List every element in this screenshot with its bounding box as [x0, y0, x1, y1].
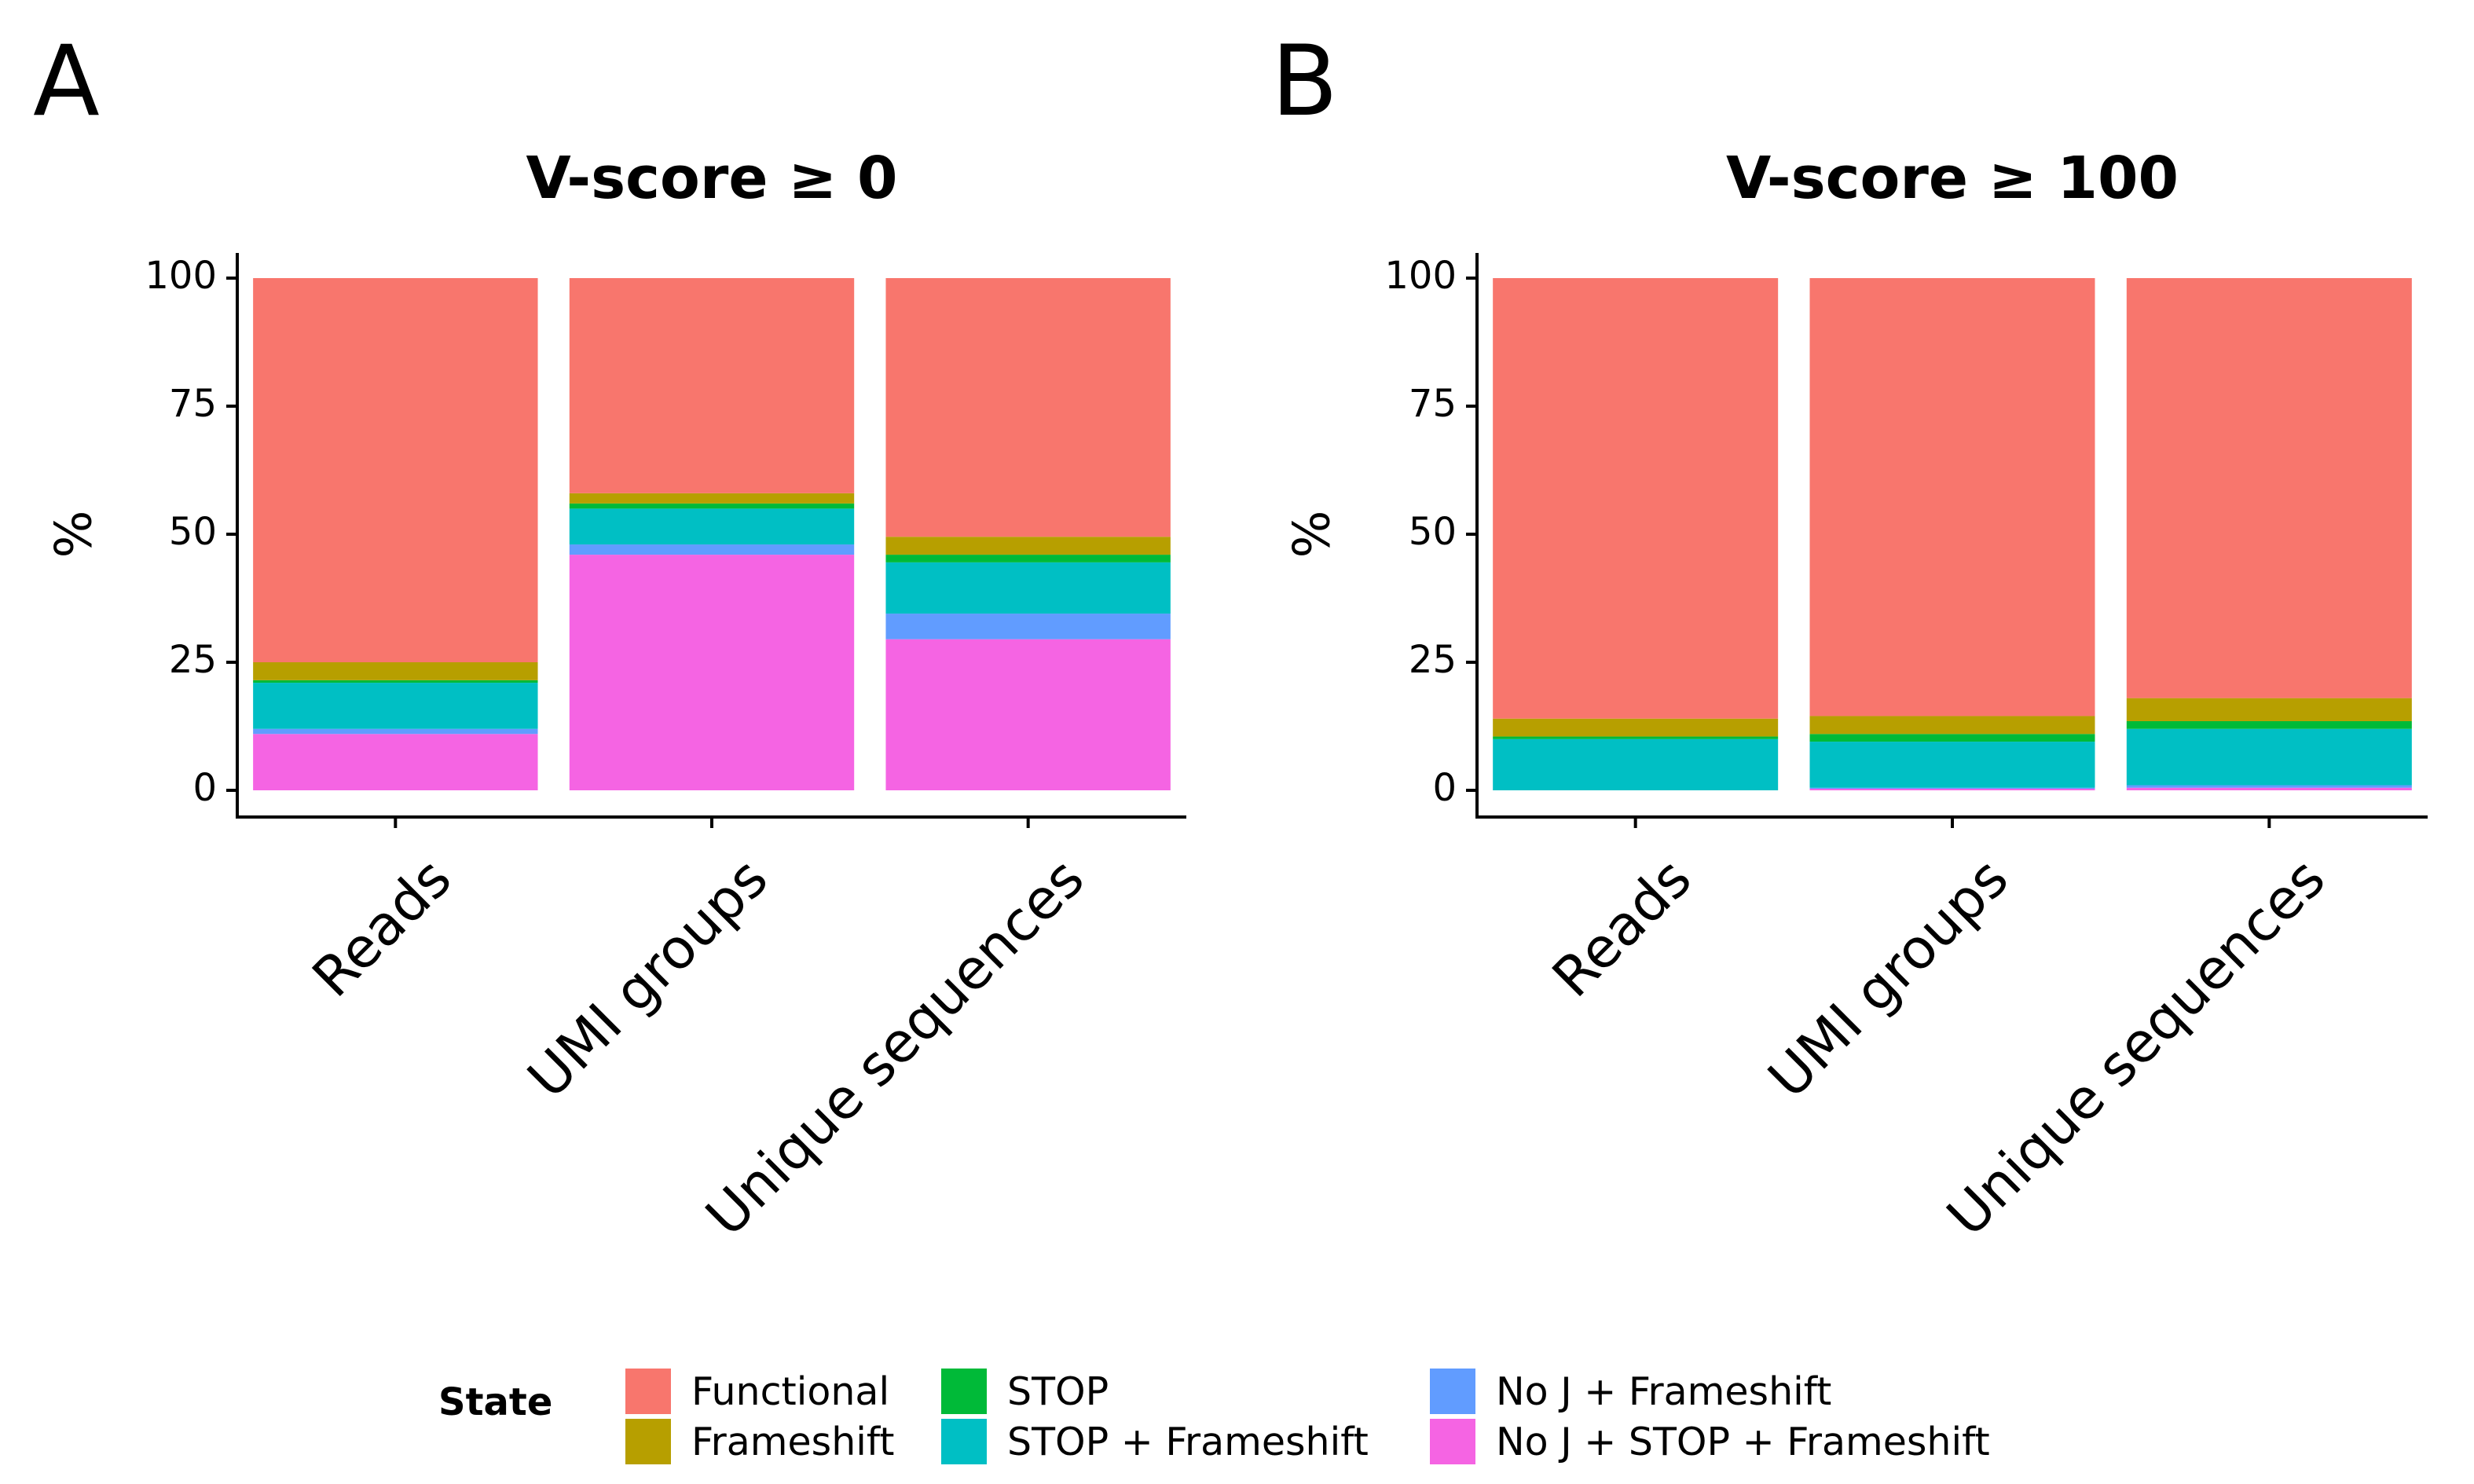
y-tick-label: 50 [1409, 510, 1457, 554]
chart-title: V-score ≥ 0 [526, 145, 897, 212]
legend-item: Frameshift [625, 1419, 894, 1464]
legend-label: STOP + Frameshift [1007, 1419, 1369, 1464]
bar-segment [569, 555, 855, 790]
y-tick-label: 50 [169, 510, 217, 554]
chart-title: V-score ≥ 100 [1726, 145, 2179, 212]
bar-segment [1809, 789, 2095, 790]
legend-label: No J + STOP + Frameshift [1496, 1419, 1990, 1464]
panel-letter-a: A [33, 25, 100, 138]
legend-label: Frameshift [691, 1419, 895, 1464]
bar-segment [253, 683, 538, 729]
legend-swatch [1430, 1369, 1475, 1414]
legend-swatch [941, 1369, 987, 1414]
bar-segment [253, 278, 538, 662]
legend-label: STOP [1007, 1369, 1109, 1414]
x-tick-label: UMI groups [515, 846, 780, 1111]
bar-segment [253, 680, 538, 683]
legend-swatch [1430, 1419, 1475, 1464]
bar-segment [569, 493, 855, 504]
bar-segment [569, 503, 855, 509]
bar-segment [569, 544, 855, 555]
bar-segment [253, 728, 538, 735]
bar-segment [2126, 720, 2412, 729]
y-axis-label: % [46, 511, 104, 559]
y-tick-label: 100 [1384, 254, 1457, 298]
y-tick-label: 0 [1432, 766, 1457, 810]
bar-segment [885, 555, 1171, 562]
bar-segment [2126, 698, 2412, 721]
bar-segment [1809, 734, 2095, 742]
x-tick-label: Reads [300, 846, 464, 1009]
y-tick-label: 75 [1409, 382, 1457, 426]
legend-item: No J + STOP + Frameshift [1430, 1419, 1990, 1464]
legend-swatch [625, 1419, 671, 1464]
bar-segment [1493, 718, 1779, 737]
bar-segment [569, 508, 855, 545]
y-tick-label: 0 [192, 766, 217, 810]
bar-segment [1809, 742, 2095, 788]
legend-item: STOP [941, 1369, 1109, 1414]
legend-swatch [625, 1369, 671, 1414]
bar-segment [885, 614, 1171, 639]
bar-segment [885, 639, 1171, 790]
x-tick-label: UMI groups [1756, 846, 2021, 1111]
y-tick-label: 100 [145, 254, 217, 298]
bar-segment [885, 562, 1171, 614]
bar-segment [885, 537, 1171, 555]
bar-segment [2126, 787, 2412, 790]
bar-segment [1809, 716, 2095, 735]
bar-segment [1809, 787, 2095, 790]
legend-item: STOP + Frameshift [941, 1419, 1369, 1464]
bar-segment [1493, 736, 1779, 739]
y-axis-label: % [1284, 511, 1342, 559]
bar-segment [1493, 738, 1779, 790]
bar-segment [1809, 278, 2095, 716]
x-tick-label: Reads [1540, 846, 1703, 1009]
y-tick-label: 25 [1409, 638, 1457, 682]
bar-segment [2126, 728, 2412, 786]
bar-segment [2126, 785, 2412, 788]
legend-item: No J + Frameshift [1430, 1369, 1831, 1414]
y-tick-label: 25 [169, 638, 217, 682]
bar-segment [885, 278, 1171, 537]
legend-label: No J + Frameshift [1496, 1369, 1832, 1414]
bar-segment [253, 734, 538, 790]
bar-segment [253, 662, 538, 680]
legend-title: State [438, 1380, 553, 1424]
bar-segment [1493, 278, 1779, 719]
bar-segment [2126, 278, 2412, 698]
bar-segment [569, 278, 855, 493]
legend-item: Functional [625, 1369, 889, 1414]
y-tick-label: 75 [169, 382, 217, 426]
legend-swatch [941, 1419, 987, 1464]
legend-label: Functional [691, 1369, 890, 1414]
panel-letter-b: B [1271, 25, 1339, 138]
